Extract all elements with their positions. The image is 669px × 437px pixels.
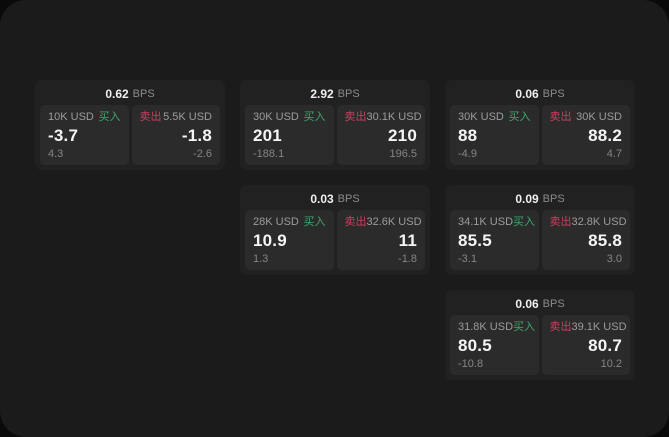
buy-delta: -3.1 — [458, 253, 477, 265]
bps-unit-label: BPS — [337, 192, 360, 205]
buy-delta: -188.1 — [253, 148, 285, 160]
buy-quote-tile[interactable]: 28K USD 买入 10.9 1.3 — [245, 210, 334, 270]
quote-body: 34.1K USD 买入 85.5 -3.1 卖出 32.8K USD 85.8… — [445, 210, 635, 275]
buy-label: 买入 — [98, 111, 121, 123]
sell-label: 卖出 — [344, 111, 367, 123]
sell-price: -1.8 — [181, 126, 212, 146]
sell-delta: 10.2 — [600, 358, 622, 370]
bps-value: 0.09 — [515, 191, 539, 206]
bps-unit-label: BPS — [337, 87, 360, 100]
sell-quote-tile[interactable]: 卖出 39.1K USD 80.7 10.2 — [541, 315, 630, 375]
sell-size-label: 5.5K USD — [163, 111, 212, 123]
bps-header: 0.06 BPS — [445, 80, 635, 105]
buy-price: 88 — [458, 126, 478, 146]
sell-label: 卖出 — [549, 321, 572, 333]
buy-delta: -10.8 — [458, 358, 484, 370]
buy-price: 201 — [253, 126, 282, 146]
bps-header: 0.03 BPS — [240, 185, 430, 210]
sell-quote-tile[interactable]: 卖出 5.5K USD -1.8 -2.6 — [131, 105, 220, 165]
buy-delta: -4.9 — [458, 148, 477, 160]
sell-quote-tile[interactable]: 卖出 32.8K USD 85.8 3.0 — [541, 210, 630, 270]
quote-body: 31.8K USD 买入 80.5 -10.8 卖出 39.1K USD 80.… — [445, 315, 635, 380]
bps-header: 0.09 BPS — [445, 185, 635, 210]
bps-header: 0.62 BPS — [35, 80, 225, 105]
sell-delta: 4.7 — [606, 148, 622, 160]
bps-value: 0.03 — [310, 191, 334, 206]
buy-quote-tile[interactable]: 34.1K USD 买入 85.5 -3.1 — [450, 210, 539, 270]
buy-label: 买入 — [303, 111, 326, 123]
buy-price: -3.7 — [48, 126, 79, 146]
sell-quote-tile[interactable]: 卖出 30K USD 88.2 4.7 — [541, 105, 630, 165]
buy-label: 买入 — [513, 216, 536, 228]
sell-label: 卖出 — [139, 111, 162, 123]
sell-size-label: 30.1K USD — [366, 111, 422, 123]
sell-price: 80.7 — [588, 336, 622, 356]
buy-size-label: 34.1K USD — [458, 216, 514, 228]
sell-price: 88.2 — [588, 126, 622, 146]
sell-label: 卖出 — [344, 216, 367, 228]
bps-value: 2.92 — [310, 86, 334, 101]
buy-price: 10.9 — [253, 231, 287, 251]
quote-body: 10K USD 买入 -3.7 4.3 卖出 5.5K USD -1.8 -2.… — [35, 105, 225, 170]
sell-delta: 3.0 — [606, 253, 622, 265]
sell-price: 85.8 — [588, 231, 622, 251]
bps-header: 0.06 BPS — [445, 290, 635, 315]
buy-label: 买入 — [303, 216, 326, 228]
sell-delta: 196.5 — [389, 148, 417, 160]
quote-card: 0.62 BPS 10K USD 买入 -3.7 4.3 卖出 5.5K USD — [35, 80, 225, 170]
sell-size-label: 32.6K USD — [366, 216, 422, 228]
quote-body: 30K USD 买入 201 -188.1 卖出 30.1K USD 210 1… — [240, 105, 430, 170]
quote-body: 28K USD 买入 10.9 1.3 卖出 32.6K USD 11 -1.8 — [240, 210, 430, 275]
quote-card: 2.92 BPS 30K USD 买入 201 -188.1 卖出 30.1K … — [240, 80, 430, 170]
buy-quote-tile[interactable]: 10K USD 买入 -3.7 4.3 — [40, 105, 129, 165]
buy-size-label: 30K USD — [458, 111, 504, 123]
buy-price: 80.5 — [458, 336, 492, 356]
sell-quote-tile[interactable]: 卖出 30.1K USD 210 196.5 — [336, 105, 425, 165]
buy-size-label: 31.8K USD — [458, 321, 514, 333]
sell-size-label: 30K USD — [576, 111, 622, 123]
quote-body: 30K USD 买入 88 -4.9 卖出 30K USD 88.2 4.7 — [445, 105, 635, 170]
sell-size-label: 32.8K USD — [571, 216, 627, 228]
bps-value: 0.06 — [515, 86, 539, 101]
buy-price: 85.5 — [458, 231, 492, 251]
quote-card: 0.06 BPS 30K USD 买入 88 -4.9 卖出 30K USD — [445, 80, 635, 170]
sell-price: 11 — [398, 231, 417, 251]
bps-unit-label: BPS — [542, 192, 565, 205]
sell-price: 210 — [388, 126, 417, 146]
buy-quote-tile[interactable]: 30K USD 买入 201 -188.1 — [245, 105, 334, 165]
buy-label: 买入 — [513, 321, 536, 333]
buy-size-label: 10K USD — [48, 111, 94, 123]
quote-card: 0.03 BPS 28K USD 买入 10.9 1.3 卖出 32.6K US… — [240, 185, 430, 275]
bps-header: 2.92 BPS — [240, 80, 430, 105]
buy-size-label: 30K USD — [253, 111, 299, 123]
bps-value: 0.06 — [515, 296, 539, 311]
buy-quote-tile[interactable]: 30K USD 买入 88 -4.9 — [450, 105, 539, 165]
buy-delta: 1.3 — [253, 253, 269, 265]
quote-card: 0.09 BPS 34.1K USD 买入 85.5 -3.1 卖出 32.8K… — [445, 185, 635, 275]
bps-unit-label: BPS — [132, 87, 155, 100]
quote-card: 0.06 BPS 31.8K USD 买入 80.5 -10.8 卖出 39.1… — [445, 290, 635, 380]
bps-value: 0.62 — [105, 86, 129, 101]
quote-grid: 0.62 BPS 10K USD 买入 -3.7 4.3 卖出 5.5K USD — [35, 80, 635, 380]
sell-delta: -1.8 — [398, 253, 417, 265]
buy-size-label: 28K USD — [253, 216, 299, 228]
sell-label: 卖出 — [549, 111, 572, 123]
buy-delta: 4.3 — [48, 148, 64, 160]
sell-label: 卖出 — [549, 216, 572, 228]
sell-size-label: 39.1K USD — [571, 321, 627, 333]
sell-quote-tile[interactable]: 卖出 32.6K USD 11 -1.8 — [336, 210, 425, 270]
buy-quote-tile[interactable]: 31.8K USD 买入 80.5 -10.8 — [450, 315, 539, 375]
bps-unit-label: BPS — [542, 297, 565, 310]
buy-label: 买入 — [508, 111, 531, 123]
bps-unit-label: BPS — [542, 87, 565, 100]
sell-delta: -2.6 — [193, 148, 212, 160]
